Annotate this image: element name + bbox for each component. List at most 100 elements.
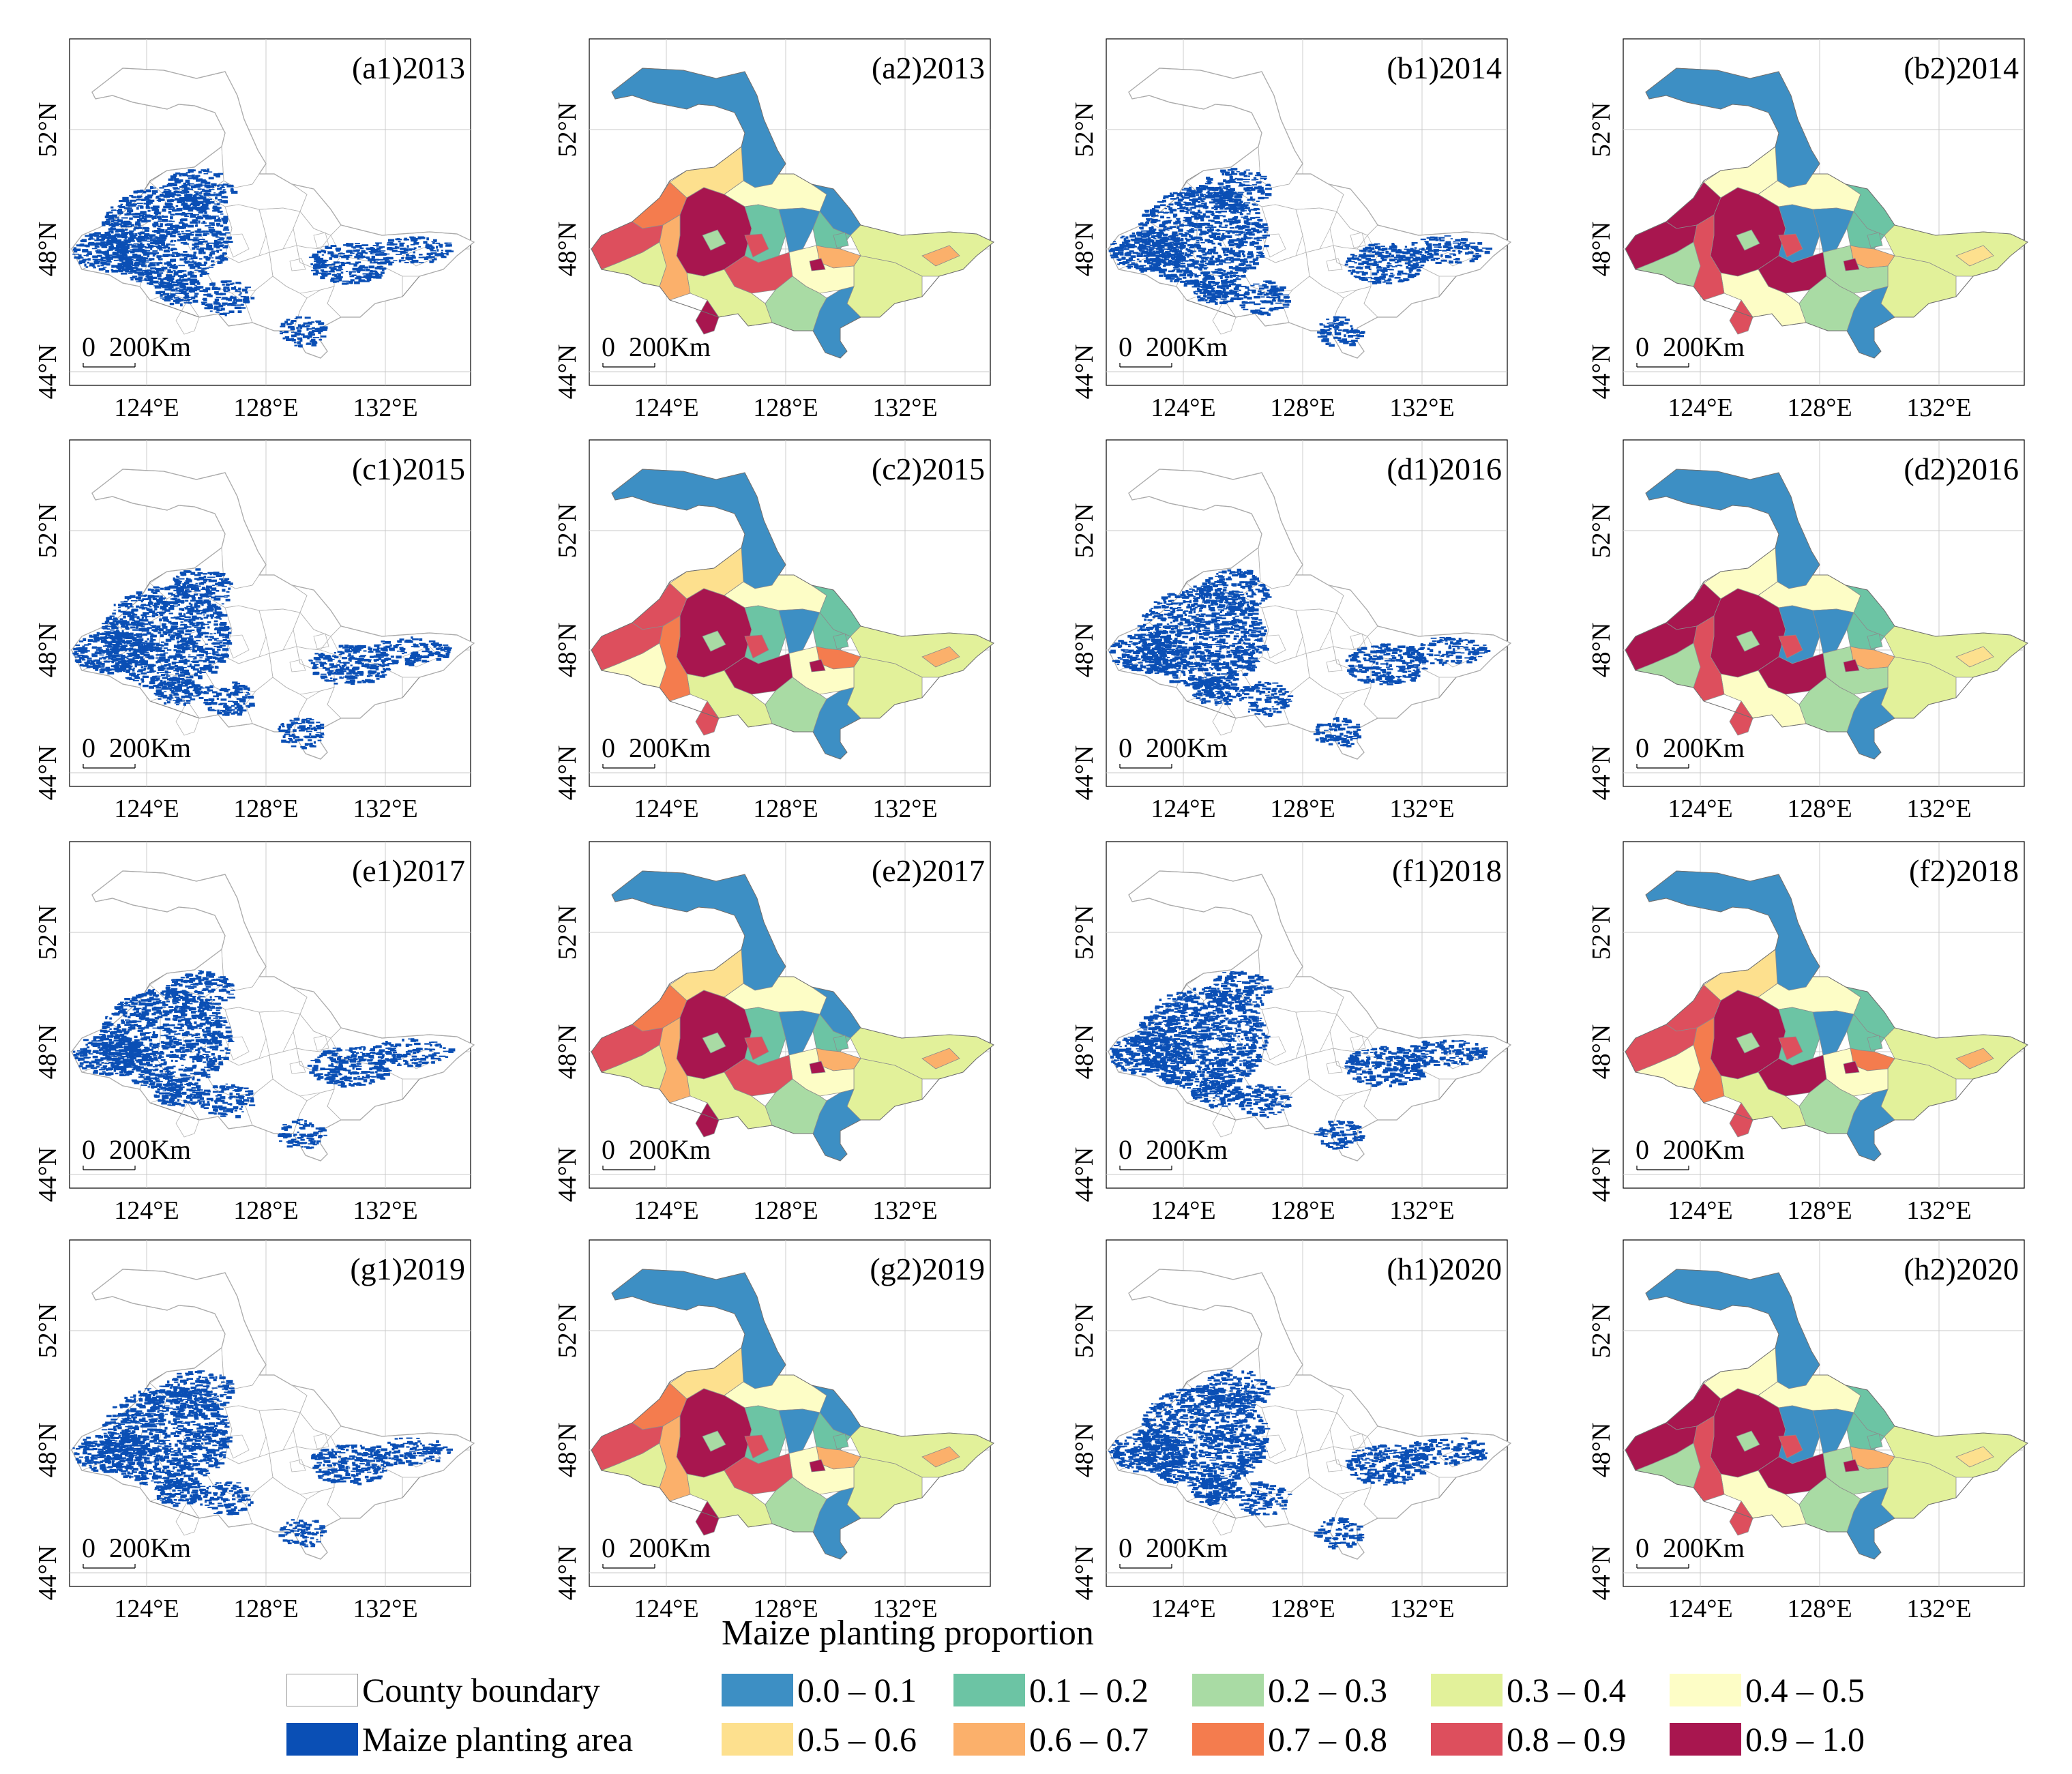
longitude-label: 132°E — [1389, 394, 1454, 422]
county-polygon — [778, 207, 820, 253]
scale-bar: 0 200Km — [82, 733, 191, 769]
legend-class-label: 0.9 – 1.0 — [1745, 1720, 1865, 1758]
county-polygon — [1812, 1408, 1854, 1454]
latitude-label: 52°N — [553, 503, 582, 559]
scale-bar-label: 200Km — [1146, 1134, 1228, 1165]
county-polygon — [1778, 204, 1820, 263]
panel-title: (a2)2013 — [872, 50, 985, 85]
maize-planting-pixels — [1108, 1370, 1488, 1550]
map-panel-b12014: (b1)2014 52°N 48°N 44°N 124°E 128°E 132°E 0 200K… — [1037, 31, 1555, 433]
longitude-label: 132°E — [1906, 1595, 1971, 1623]
legend-class-label: 0.1 – 0.2 — [1029, 1671, 1149, 1709]
map-frame — [69, 38, 471, 386]
scale-bar-zero: 0 — [1119, 1134, 1132, 1165]
longitude-label: 128°E — [753, 1595, 818, 1623]
map-panel-e22017: (e2)2017 52°N 48°N 44°N 124°E 128°E 132°E 0 200K… — [520, 833, 1038, 1236]
longitude-label: 128°E — [1787, 795, 1852, 823]
panel-title: (b2)2014 — [1904, 50, 2019, 85]
legend-class-item: 0.8 – 0.9 — [1431, 1720, 1626, 1758]
map-panel-d22016: (d2)2016 52°N 48°N 44°N 124°E 128°E 132°E 0 200K… — [1554, 432, 2072, 834]
scale-bar-label: 200Km — [109, 331, 191, 362]
longitude-label: 132°E — [1389, 1595, 1454, 1623]
county-polygon — [1955, 1048, 1994, 1069]
map-panel-a12013: (a1)2013 52°N 48°N 44°N 124°E 128°E 132°E 0 200K… — [0, 31, 518, 433]
panel-title: (h2)2020 — [1904, 1252, 2019, 1286]
scale-bar-label: 200Km — [629, 1134, 711, 1165]
county-proportion-polygons — [591, 469, 994, 760]
longitude-label: 132°E — [353, 1595, 417, 1623]
county-proportion-polygons — [591, 68, 994, 359]
legend-class-swatch — [1431, 1723, 1503, 1756]
county-polygon — [1812, 207, 1854, 253]
county-proportion-polygons — [591, 870, 994, 1162]
latitude-label: 52°N — [553, 1303, 582, 1359]
latitude-label: 48°N — [33, 1423, 62, 1478]
map-panel-d12016: (d1)2016 52°N 48°N 44°N 124°E 128°E 132°E 0 200K… — [1037, 432, 1555, 834]
maize-area-swatch — [286, 1723, 358, 1756]
panel-map-svg: (g1)2019 52°N 48°N 44°N 124°E 128°E 132°E 0 200K… — [33, 1239, 475, 1623]
longitude-label: 128°E — [753, 795, 818, 823]
county-boundary-label: County boundary — [362, 1671, 600, 1709]
latitude-label: 44°N — [1070, 344, 1099, 400]
panel-map-svg: (d2)2016 52°N 48°N 44°N 124°E 128°E 132°E 0 200K… — [1587, 439, 2028, 823]
county-polygon — [702, 1032, 726, 1054]
scale-bar-label: 200Km — [1146, 1533, 1228, 1563]
county-polygon — [744, 204, 786, 263]
county-polygon — [833, 633, 849, 649]
map-panel-h22020: (h2)2020 52°N 48°N 44°N 124°E 128°E 132°E 0 200K… — [1554, 1232, 2072, 1634]
scale-bar: 0 200Km — [1119, 1533, 1228, 1569]
county-proportion-polygons — [1625, 1269, 2028, 1560]
map-panel-h12020: (h1)2020 52°N 48°N 44°N 124°E 128°E 132°E 0 200K… — [1037, 1232, 1555, 1634]
county-polygon — [744, 1007, 786, 1066]
latitude-label: 52°N — [1070, 102, 1099, 158]
map-frame — [1623, 439, 2025, 787]
county-proportion-polygons — [591, 1269, 994, 1560]
longitude-label: 124°E — [634, 394, 698, 422]
county-polygon — [1778, 233, 1803, 258]
province-outline — [71, 68, 475, 359]
latitude-label: 52°N — [1587, 1303, 1616, 1359]
county-polygon — [921, 1048, 960, 1069]
legend-class-swatch — [1192, 1674, 1264, 1706]
province-outline — [1625, 1269, 2028, 1560]
longitude-label: 128°E — [1787, 1196, 1852, 1225]
county-polygon — [1843, 1061, 1860, 1074]
latitude-label: 44°N — [33, 745, 62, 801]
scale-bar-zero: 0 — [602, 1533, 615, 1563]
scale-bar-zero: 0 — [1119, 733, 1132, 763]
latitude-label: 52°N — [1587, 905, 1616, 960]
legend-class-swatch — [953, 1674, 1025, 1706]
map-panel-a22013: (a2)2013 52°N 48°N 44°N 124°E 128°E 132°E 0 200K… — [520, 31, 1038, 433]
latitude-label: 44°N — [33, 344, 62, 400]
county-polygon — [1778, 1405, 1820, 1464]
latitude-label: 48°N — [553, 1024, 582, 1080]
county-polygon — [744, 1036, 769, 1061]
county-polygon — [1843, 258, 1860, 271]
latitude-label: 48°N — [33, 1024, 62, 1080]
scale-bar-zero: 0 — [82, 331, 95, 362]
county-polygon — [702, 1430, 726, 1452]
county-polygon — [778, 1010, 820, 1056]
scale-bar-zero: 0 — [1636, 331, 1649, 362]
longitude-label: 128°E — [753, 1196, 818, 1225]
panel-map-svg: (a2)2013 52°N 48°N 44°N 124°E 128°E 132°E 0 200K… — [553, 38, 994, 422]
maize-planting-pixels — [1108, 168, 1493, 347]
legend-class-swatch — [722, 1674, 793, 1706]
longitude-label: 128°E — [1787, 394, 1852, 422]
latitude-label: 48°N — [1070, 1423, 1099, 1478]
legend-class-label: 0.2 – 0.3 — [1268, 1671, 1387, 1709]
scale-bar-zero: 0 — [602, 331, 615, 362]
county-polygon — [1736, 229, 1760, 251]
latitude-label: 52°N — [1587, 503, 1616, 559]
county-polygon — [1843, 659, 1860, 672]
county-polygon — [1867, 633, 1883, 649]
scale-bar-zero: 0 — [1119, 331, 1132, 362]
county-polygon — [921, 245, 960, 267]
panel-title: (f2)2018 — [1909, 853, 2019, 888]
latitude-label: 44°N — [553, 745, 582, 801]
scale-bar-zero: 0 — [1636, 733, 1649, 763]
scale-bar: 0 200Km — [82, 1533, 191, 1569]
map-panel-f22018: (f2)2018 52°N 48°N 44°N 124°E 128°E 132°E 0 200K… — [1554, 833, 2072, 1236]
county-polygon — [1812, 1010, 1854, 1056]
legend-class-swatch — [1192, 1723, 1264, 1756]
